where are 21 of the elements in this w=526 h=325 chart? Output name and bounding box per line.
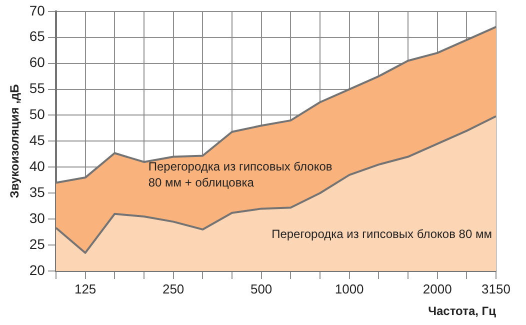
x-tick-label: 250 bbox=[162, 281, 184, 296]
x-axis-title: Частота, Гц bbox=[428, 304, 497, 318]
y-tick-label: 70 bbox=[29, 2, 46, 18]
y-tick-label: 20 bbox=[29, 262, 46, 278]
y-tick-label: 35 bbox=[29, 184, 46, 200]
y-tick-label: 45 bbox=[29, 132, 46, 148]
x-tick-label: 125 bbox=[74, 281, 96, 296]
y-tick-label: 55 bbox=[29, 80, 46, 96]
y-tick-label: 30 bbox=[29, 210, 46, 226]
x-tick-label: 3150 bbox=[482, 281, 510, 296]
y-tick-label: 25 bbox=[29, 236, 46, 252]
x-tick-label: 500 bbox=[250, 281, 272, 296]
y-tick-label: 50 bbox=[29, 106, 46, 122]
y-axis-title: Звукоизоляция ,дБ bbox=[8, 84, 22, 198]
x-tick-label: 2000 bbox=[422, 281, 452, 296]
series-label: Перегородка из гипсовых блоков 80 мм bbox=[272, 226, 492, 241]
x-tick-label: 1000 bbox=[334, 281, 364, 296]
series-label: Перегородка из гипсовых блоков 80 мм + облицовка bbox=[148, 159, 332, 190]
y-tick-label: 65 bbox=[29, 28, 46, 44]
y-tick-label: 40 bbox=[29, 158, 46, 174]
y-tick-label: 60 bbox=[29, 54, 46, 70]
